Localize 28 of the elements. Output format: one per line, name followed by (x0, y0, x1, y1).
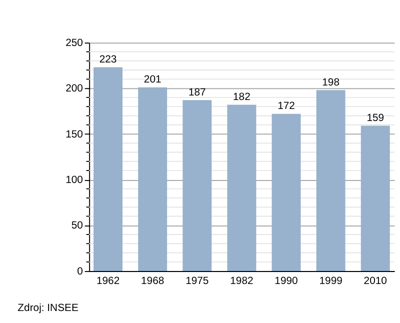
bar (360, 126, 390, 272)
text: Zdroj: INSEE (18, 302, 78, 314)
data-label: 201 (144, 74, 162, 86)
data-label: 182 (233, 92, 251, 104)
y-tick-label: 100 (66, 175, 84, 186)
x-tick-label: 1982 (230, 276, 254, 287)
data-label: 187 (188, 87, 206, 98)
x-tick-label: 1999 (319, 276, 343, 287)
bar (94, 67, 123, 272)
bar (227, 104, 256, 272)
x-tick-label: 1968 (141, 276, 164, 287)
bar (138, 87, 168, 272)
y-tick-label: 0 (77, 266, 84, 278)
y-tick-label: 150 (66, 129, 84, 140)
y-tick-label: 200 (66, 84, 84, 95)
y-tick-label: 250 (66, 38, 84, 49)
bar (316, 90, 346, 272)
data-label: 223 (99, 54, 117, 66)
x-tick-label: 1975 (186, 276, 209, 287)
bar (272, 114, 301, 272)
data-label: 172 (278, 101, 296, 112)
x-tick-label: 1990 (274, 276, 298, 287)
data-label: 198 (322, 77, 340, 88)
x-tick-label: 2010 (364, 276, 388, 287)
x-tick-label: 1962 (96, 276, 120, 287)
y-tick-label: 50 (71, 220, 84, 232)
bar (182, 100, 212, 272)
data-label: 159 (366, 113, 384, 124)
